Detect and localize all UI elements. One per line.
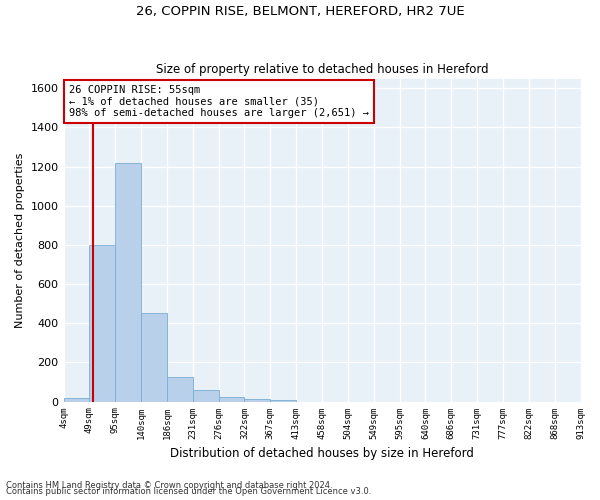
Bar [193,390,218,402]
Bar [115,162,141,402]
Text: Contains public sector information licensed under the Open Government Licence v3: Contains public sector information licen… [6,487,371,496]
Bar [271,400,296,402]
Text: 26, COPPIN RISE, BELMONT, HEREFORD, HR2 7UE: 26, COPPIN RISE, BELMONT, HEREFORD, HR2 … [136,5,464,18]
Text: 26 COPPIN RISE: 55sqm
← 1% of detached houses are smaller (35)
98% of semi-detac: 26 COPPIN RISE: 55sqm ← 1% of detached h… [69,85,369,118]
Bar [218,396,244,402]
Title: Size of property relative to detached houses in Hereford: Size of property relative to detached ho… [156,63,488,76]
Bar [167,377,193,402]
Bar [244,398,271,402]
Y-axis label: Number of detached properties: Number of detached properties [15,152,25,328]
Bar [89,245,115,402]
Bar [141,314,167,402]
Bar [64,398,89,402]
Text: Contains HM Land Registry data © Crown copyright and database right 2024.: Contains HM Land Registry data © Crown c… [6,481,332,490]
X-axis label: Distribution of detached houses by size in Hereford: Distribution of detached houses by size … [170,447,474,460]
